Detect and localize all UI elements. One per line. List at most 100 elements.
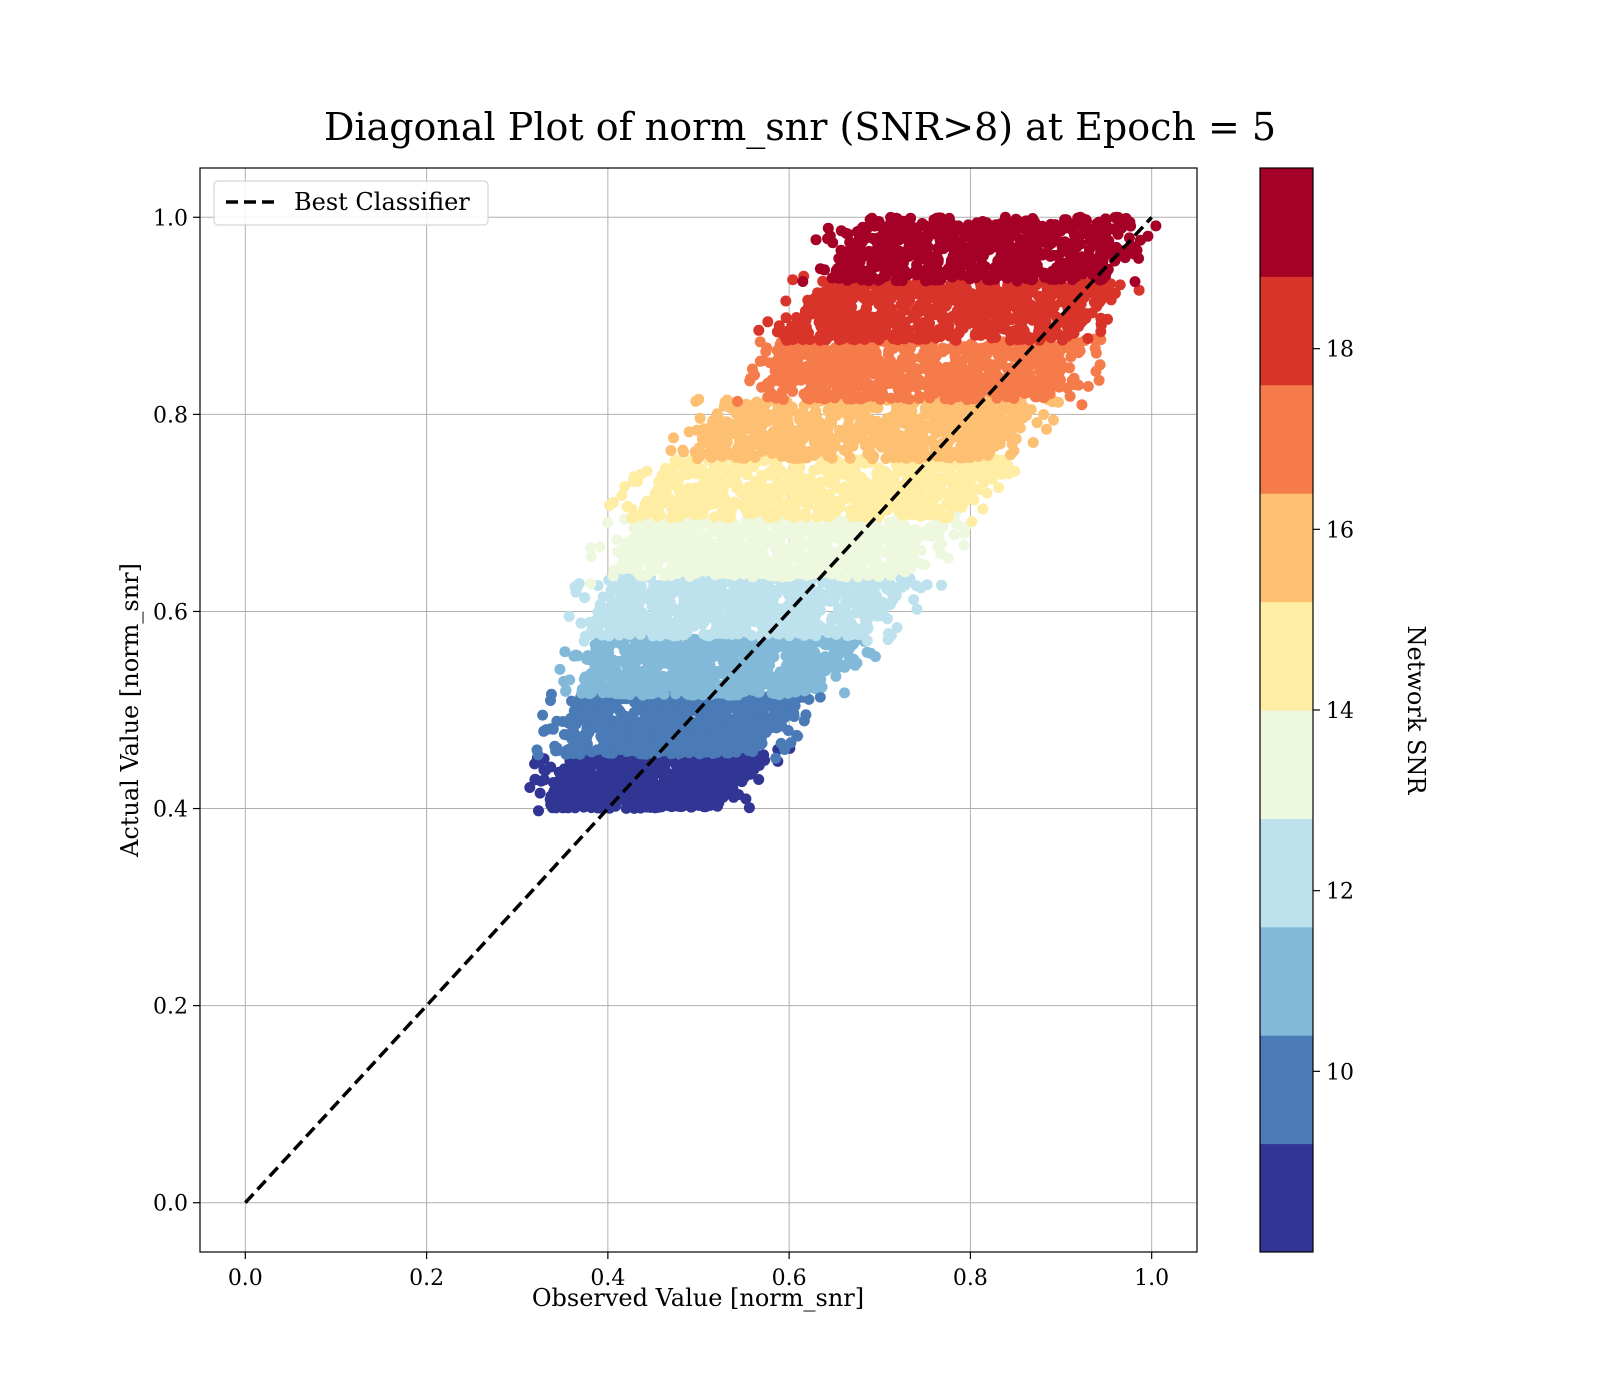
scatter-point [750, 561, 762, 573]
scatter-point [725, 626, 737, 638]
scatter-point [887, 516, 899, 528]
scatter-point [563, 610, 575, 622]
scatter-point [977, 503, 989, 515]
scatter-point [726, 741, 738, 753]
scatter-point [735, 410, 747, 422]
scatter-point [739, 544, 751, 556]
scatter-point [806, 602, 818, 614]
scatter-point [958, 539, 970, 551]
scatter-point [789, 586, 801, 598]
scatter-point [576, 687, 588, 699]
scatter-point [572, 650, 584, 662]
scatter-point [805, 646, 817, 658]
scatter-point [911, 603, 923, 615]
scatter-point [840, 659, 852, 671]
scatter-point [915, 544, 927, 556]
scatter-point [634, 743, 646, 755]
scatter-point [683, 736, 695, 748]
scatter-point [839, 687, 850, 699]
scatter-point [665, 512, 677, 524]
scatter-point [783, 645, 794, 657]
scatter-point [586, 779, 598, 791]
scatter-point [814, 483, 826, 495]
scatter-point [763, 601, 774, 613]
scatter-point [885, 568, 897, 580]
scatter-point [728, 426, 740, 438]
scatter-point [946, 496, 957, 508]
scatter-point [657, 654, 669, 666]
scatter-point [646, 585, 658, 596]
scatter-point [881, 613, 893, 625]
scatter-point [569, 732, 581, 744]
scatter-point [908, 594, 920, 606]
scatter-point [653, 476, 664, 488]
scatter-point [628, 563, 640, 575]
scatter-point [616, 559, 628, 570]
scatter-point [883, 628, 894, 640]
scatter-point [746, 480, 758, 492]
scatter-point [852, 571, 864, 583]
scatter-point [701, 589, 713, 601]
scatter-point [755, 716, 767, 728]
scatter-point [741, 504, 753, 516]
scatter-point [687, 786, 699, 798]
scatter-point [600, 746, 612, 758]
scatter-point [890, 590, 902, 601]
scatter-point [730, 678, 742, 690]
scatter-point [568, 705, 580, 717]
scatter-point [663, 464, 675, 476]
scatter-point [716, 591, 728, 603]
scatter-point [537, 709, 549, 721]
scatter-point [695, 545, 707, 557]
scatter-point [619, 655, 631, 667]
scatter-point [786, 426, 798, 438]
scatter-points [524, 211, 1162, 817]
scatter-point [947, 450, 959, 461]
scatter-point [749, 451, 761, 463]
scatter-point [658, 766, 670, 778]
scatter-point [851, 657, 863, 669]
scatter-point [659, 776, 671, 788]
scatter-point [548, 795, 560, 807]
scatter-point [793, 615, 805, 627]
scatter-point [786, 508, 798, 520]
scatter-point [773, 689, 785, 701]
scatter-point [669, 454, 681, 466]
scatter-point [719, 711, 731, 723]
scatter-point [885, 541, 897, 553]
scatter-point [706, 648, 718, 659]
scatter-point [747, 571, 759, 583]
scatter-point [591, 744, 603, 756]
scatter-point [669, 699, 681, 711]
scatter-point [757, 586, 769, 598]
scatter-point [941, 423, 952, 435]
scatter-point [790, 480, 802, 492]
scatter-point [814, 691, 826, 703]
scatter-point [698, 491, 710, 502]
scatter-point [675, 774, 687, 786]
scatter-point [880, 466, 891, 478]
scatter-point [802, 538, 814, 550]
scatter-point [770, 752, 782, 764]
scatter-point [660, 584, 672, 596]
scatter-point [728, 791, 740, 803]
scatter-point [674, 558, 686, 570]
scatter-point [604, 499, 616, 511]
scatter-point [753, 757, 765, 769]
scatter-point [690, 722, 702, 734]
scatter-point [695, 745, 707, 756]
scatter-point [860, 600, 872, 612]
scatter-point [621, 501, 633, 513]
scatter-point [613, 722, 625, 734]
scatter-point [752, 683, 764, 695]
scatter-point [634, 594, 646, 606]
scatter-point [774, 697, 786, 709]
scatter-point [624, 614, 636, 626]
scatter-point [636, 525, 648, 536]
scatter-point [717, 479, 729, 491]
scatter-point [592, 681, 604, 692]
scatter-point [874, 561, 886, 573]
scatter-point [835, 570, 847, 582]
scatter-point [549, 740, 561, 752]
scatter-point [607, 582, 619, 593]
